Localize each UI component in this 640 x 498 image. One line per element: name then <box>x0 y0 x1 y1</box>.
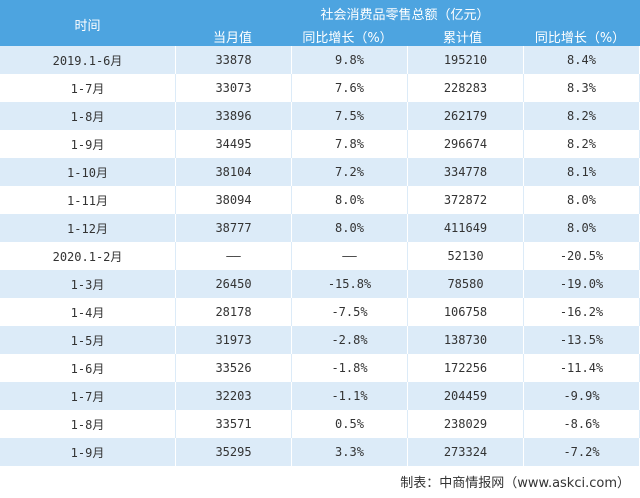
cell-cumulative-yoy: 8.2% <box>523 130 640 158</box>
cell-period: 1-8月 <box>0 102 176 130</box>
header-col-cumulative: 累计值 <box>442 31 482 46</box>
cell-cumulative-value: 238029 <box>407 410 524 438</box>
table-row: 1-3月 26450 -15.8% 78580 -19.0% <box>0 270 640 298</box>
cell-cumulative-value: 411649 <box>407 214 524 242</box>
cell-cumulative-yoy: 8.0% <box>523 186 640 214</box>
cell-cumulative-yoy: -19.0% <box>523 270 640 298</box>
cell-monthly-yoy: 7.8% <box>291 130 408 158</box>
cell-monthly-value: 38777 <box>175 214 292 242</box>
table-row: 1-7月 32203 -1.1% 204459 -9.9% <box>0 382 640 410</box>
cell-monthly-value: 33073 <box>175 74 292 102</box>
cell-cumulative-yoy: 8.2% <box>523 102 640 130</box>
cell-monthly-value: 33896 <box>175 102 292 130</box>
cell-cumulative-value: 296674 <box>407 130 524 158</box>
cell-period: 1-8月 <box>0 410 176 438</box>
cell-cumulative-value: 195210 <box>407 46 524 74</box>
source-note: 制表：中商情报网（www.askci.com） <box>400 476 630 491</box>
cell-cumulative-value: 52130 <box>407 242 524 270</box>
cell-period: 1-9月 <box>0 130 176 158</box>
cell-cumulative-value: 172256 <box>407 354 524 382</box>
cell-monthly-value: 26450 <box>175 270 292 298</box>
cell-period: 1-7月 <box>0 382 176 410</box>
header-time: 时间 <box>74 19 101 34</box>
cell-monthly-value: 38104 <box>175 158 292 186</box>
cell-period: 2019.1-6月 <box>0 46 176 74</box>
cell-monthly-value: 33526 <box>175 354 292 382</box>
cell-cumulative-yoy: -11.4% <box>523 354 640 382</box>
cell-period: 1-11月 <box>0 186 176 214</box>
cell-monthly-value: —— <box>175 242 292 270</box>
cell-monthly-value: 38094 <box>175 186 292 214</box>
cell-cumulative-value: 372872 <box>407 186 524 214</box>
cell-monthly-value: 28178 <box>175 298 292 326</box>
table-row: 1-12月 38777 8.0% 411649 8.0% <box>0 214 640 242</box>
cell-monthly-yoy: 8.0% <box>291 214 408 242</box>
cell-cumulative-value: 334778 <box>407 158 524 186</box>
cell-period: 1-9月 <box>0 438 176 466</box>
cell-monthly-yoy: -1.8% <box>291 354 408 382</box>
cell-cumulative-value: 78580 <box>407 270 524 298</box>
cell-monthly-value: 34495 <box>175 130 292 158</box>
cell-cumulative-yoy: 8.1% <box>523 158 640 186</box>
retail-sales-table: 2019.1-6月 33878 9.8% 195210 8.4% 1-7月 33073 7.6… <box>0 46 640 466</box>
cell-monthly-yoy: 0.5% <box>291 410 408 438</box>
cell-period: 1-12月 <box>0 214 176 242</box>
cell-monthly-value: 33571 <box>175 410 292 438</box>
table-row: 1-4月 28178 -7.5% 106758 -16.2% <box>0 298 640 326</box>
cell-monthly-yoy: 9.8% <box>291 46 408 74</box>
table-row: 2019.1-6月 33878 9.8% 195210 8.4% <box>0 46 640 74</box>
header-col-cumulative-yoy: 同比增长（%） <box>534 31 626 46</box>
header-col-monthly: 当月值 <box>212 31 252 46</box>
cell-period: 1-7月 <box>0 74 176 102</box>
cell-period: 2020.1-2月 <box>0 242 176 270</box>
cell-monthly-value: 32203 <box>175 382 292 410</box>
table-row: 2020.1-2月 —— —— 52130 -20.5% <box>0 242 640 270</box>
cell-monthly-yoy: 8.0% <box>291 186 408 214</box>
cell-period: 1-10月 <box>0 158 176 186</box>
cell-monthly-yoy: -2.8% <box>291 326 408 354</box>
header-col-monthly-yoy: 同比增长（%） <box>302 31 393 46</box>
table-row: 1-8月 33896 7.5% 262179 8.2% <box>0 102 640 130</box>
table-row: 1-5月 31973 -2.8% 138730 -13.5% <box>0 326 640 354</box>
table-row: 1-9月 35295 3.3% 273324 -7.2% <box>0 438 640 466</box>
cell-cumulative-value: 204459 <box>407 382 524 410</box>
cell-cumulative-yoy: 8.0% <box>523 214 640 242</box>
cell-period: 1-3月 <box>0 270 176 298</box>
table-row: 1-10月 38104 7.2% 334778 8.1% <box>0 158 640 186</box>
cell-cumulative-yoy: 8.3% <box>523 74 640 102</box>
cell-cumulative-yoy: -20.5% <box>523 242 640 270</box>
cell-monthly-yoy: —— <box>291 242 408 270</box>
cell-monthly-yoy: -1.1% <box>291 382 408 410</box>
cell-cumulative-value: 106758 <box>407 298 524 326</box>
cell-period: 1-5月 <box>0 326 176 354</box>
cell-cumulative-yoy: -9.9% <box>523 382 640 410</box>
cell-monthly-yoy: 7.5% <box>291 102 408 130</box>
cell-cumulative-value: 273324 <box>407 438 524 466</box>
table-header: 时间 社会消费品零售总额（亿元） 当月值 同比增长（%） 累计值 同比增长（%） <box>0 0 640 46</box>
cell-cumulative-yoy: -16.2% <box>523 298 640 326</box>
cell-monthly-yoy: 7.6% <box>291 74 408 102</box>
cell-monthly-value: 31973 <box>175 326 292 354</box>
table-row: 1-8月 33571 0.5% 238029 -8.6% <box>0 410 640 438</box>
table-row: 1-9月 34495 7.8% 296674 8.2% <box>0 130 640 158</box>
table-row: 1-11月 38094 8.0% 372872 8.0% <box>0 186 640 214</box>
cell-period: 1-4月 <box>0 298 176 326</box>
cell-cumulative-yoy: -7.2% <box>523 438 640 466</box>
cell-cumulative-value: 228283 <box>407 74 524 102</box>
cell-cumulative-value: 262179 <box>407 102 524 130</box>
cell-cumulative-value: 138730 <box>407 326 524 354</box>
cell-monthly-value: 35295 <box>175 438 292 466</box>
cell-monthly-value: 33878 <box>175 46 292 74</box>
cell-cumulative-yoy: 8.4% <box>523 46 640 74</box>
cell-monthly-yoy: 7.2% <box>291 158 408 186</box>
table-row: 1-6月 33526 -1.8% 172256 -11.4% <box>0 354 640 382</box>
header-group: 社会消费品零售总额（亿元） <box>320 8 490 23</box>
cell-monthly-yoy: -7.5% <box>291 298 408 326</box>
cell-period: 1-6月 <box>0 354 176 382</box>
table-row: 1-7月 33073 7.6% 228283 8.3% <box>0 74 640 102</box>
cell-monthly-yoy: 3.3% <box>291 438 408 466</box>
cell-monthly-yoy: -15.8% <box>291 270 408 298</box>
cell-cumulative-yoy: -13.5% <box>523 326 640 354</box>
cell-cumulative-yoy: -8.6% <box>523 410 640 438</box>
